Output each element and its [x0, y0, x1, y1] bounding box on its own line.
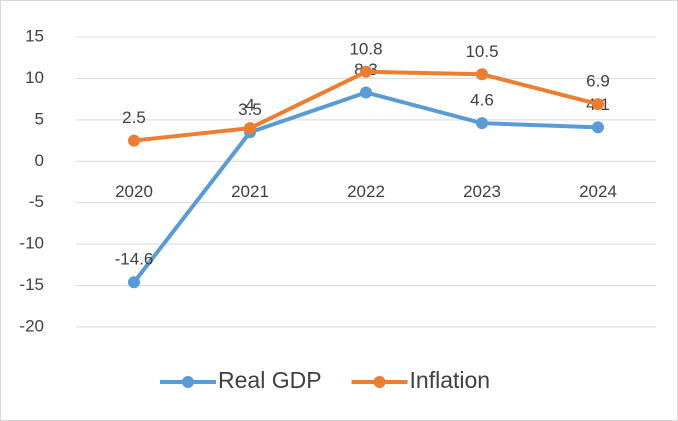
- legend-marker: [373, 376, 386, 388]
- point: [592, 121, 604, 134]
- x-tick-label: 2022: [347, 182, 385, 201]
- point: [128, 134, 140, 147]
- point: [476, 117, 488, 130]
- legend-marker: [182, 376, 194, 388]
- point: [128, 276, 140, 289]
- point: [360, 86, 372, 99]
- y-tick-label: 0: [35, 151, 44, 170]
- data-label: 2.5: [122, 108, 146, 127]
- y-tick-label: 15: [25, 26, 44, 45]
- point: [244, 122, 256, 135]
- x-tick-label: 2020: [115, 182, 153, 201]
- x-tick-label: 2021: [231, 182, 269, 201]
- y-tick-label: 10: [25, 68, 44, 87]
- point: [592, 98, 604, 111]
- legend-label: Real GDP: [218, 367, 322, 393]
- point: [360, 65, 372, 78]
- data-label: -14.6: [115, 250, 154, 269]
- data-label: 10.8: [349, 39, 382, 58]
- data-label: 3.5: [238, 100, 262, 119]
- x-tick-label: 2023: [463, 182, 501, 201]
- y-tick-label: -15: [19, 275, 44, 294]
- y-tick-label: 5: [35, 109, 44, 128]
- data-label: 6.9: [586, 72, 610, 91]
- data-label: 4: [245, 96, 254, 115]
- x-tick-label: 2024: [579, 182, 617, 201]
- legend-label: Inflation: [410, 367, 491, 393]
- y-tick-label: -5: [29, 192, 44, 211]
- y-tick-label: -10: [19, 234, 44, 253]
- data-label: 10.5: [465, 42, 498, 61]
- y-tick-label: -20: [19, 316, 44, 335]
- point: [476, 68, 488, 81]
- data-label: 4.6: [470, 91, 494, 110]
